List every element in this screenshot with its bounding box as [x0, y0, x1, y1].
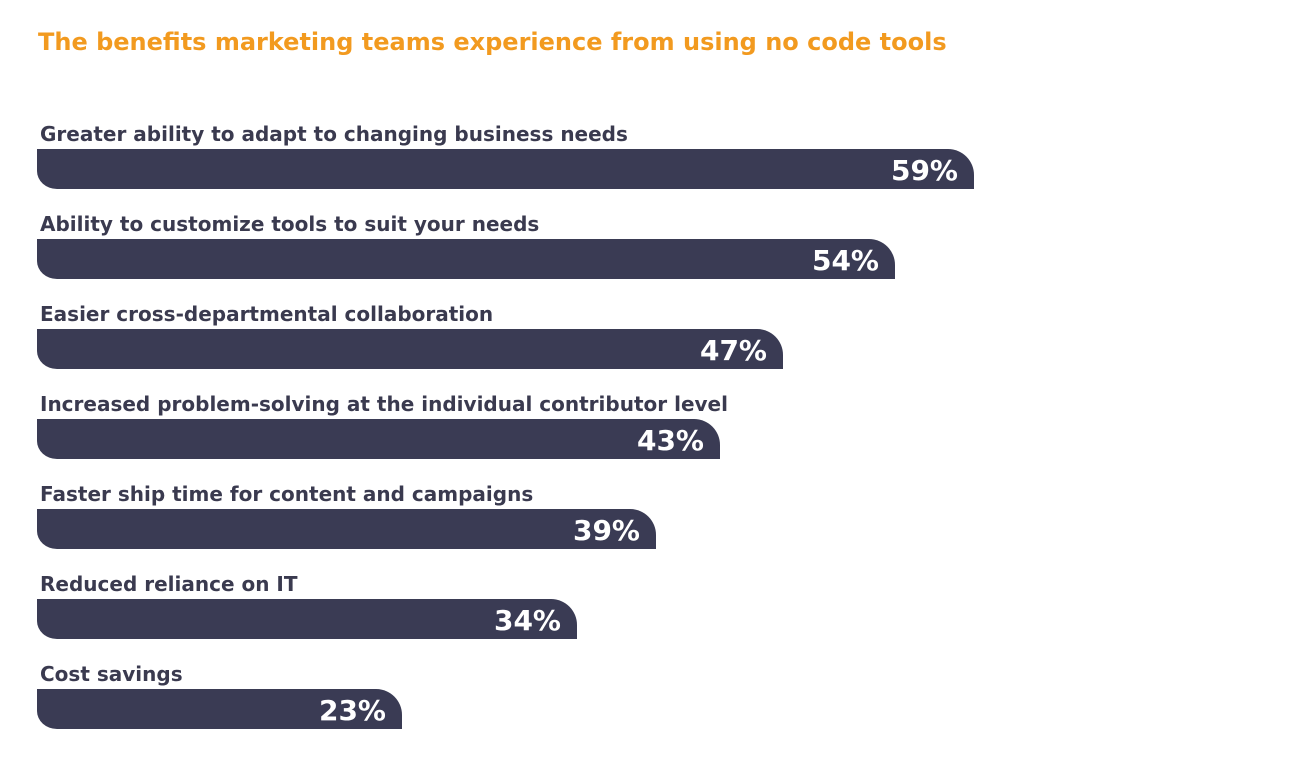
bar: 43%	[37, 419, 720, 459]
bar-category-label: Greater ability to adapt to changing bus…	[40, 122, 628, 146]
bar-category-label: Faster ship time for content and campaig…	[40, 482, 534, 506]
bar-category-label: Ability to customize tools to suit your …	[40, 212, 540, 236]
bar-value-label: 54%	[811, 244, 879, 277]
bar-category-label: Easier cross-departmental collaboration	[40, 302, 494, 326]
bar-category-label: Increased problem-solving at the individ…	[40, 392, 728, 416]
bar-value-label: 39%	[572, 514, 640, 547]
bar-value-label: 47%	[699, 334, 767, 367]
bar-value-label: 23%	[318, 694, 386, 727]
bar: 23%	[37, 689, 402, 729]
bar: 59%	[37, 149, 974, 189]
bar: 54%	[37, 239, 895, 279]
bar: 34%	[37, 599, 577, 639]
bar-category-label: Cost savings	[40, 662, 183, 686]
bar-value-label: 43%	[636, 424, 704, 457]
bar-category-label: Reduced reliance on IT	[40, 572, 298, 596]
bar-value-label: 34%	[493, 604, 561, 637]
bar: 47%	[37, 329, 783, 369]
bar: 39%	[37, 509, 656, 549]
bar-value-label: 59%	[890, 154, 958, 187]
chart-title: The benefits marketing teams experience …	[38, 28, 947, 56]
